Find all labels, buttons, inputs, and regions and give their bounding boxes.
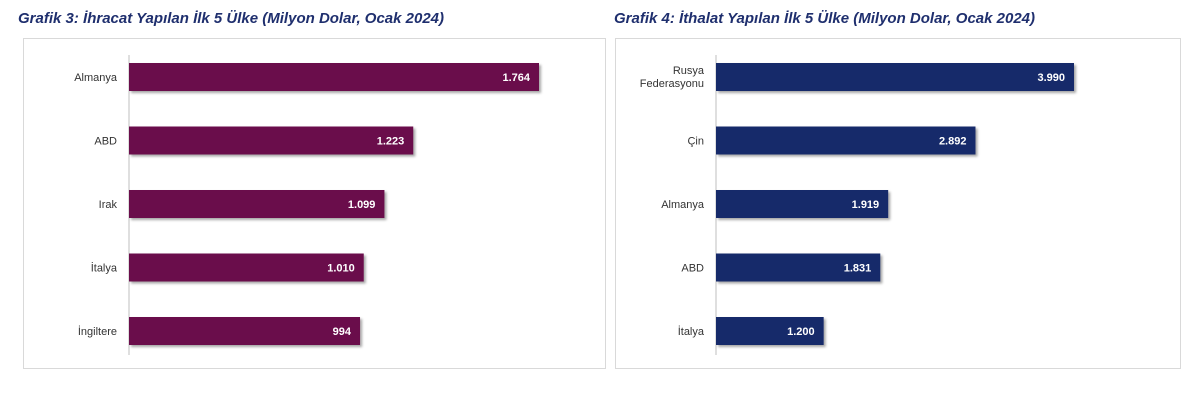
exports-bar-3 [129, 253, 364, 282]
exports-category-label-4: İngiltere [78, 325, 117, 338]
exports-value-label-1: 1.223 [377, 136, 405, 148]
imports-value-label-4: 1.200 [787, 326, 815, 338]
imports-value-label-1: 2.892 [939, 136, 967, 148]
imports-chart-panel: 3.990 Rusya Federasyonu 2.892 Çin 1.919 Almany… [615, 38, 1181, 369]
imports-bar-4 [716, 317, 824, 345]
imports-category-label-1: Çin [687, 136, 704, 148]
imports-value-label-3: 1.831 [844, 263, 872, 275]
imports-bar-0 [716, 63, 1074, 91]
chart-title-exports: Grafik 3: İhracat Yapılan İlk 5 Ülke (Mi… [18, 10, 445, 27]
imports-value-label-0: 3.990 [1037, 72, 1065, 84]
imports-bar-2 [716, 190, 889, 218]
exports-category-label-3: İtalya [91, 262, 118, 275]
exports-value-label-2: 1.099 [348, 199, 376, 211]
exports-category-label-1: ABD [94, 136, 117, 148]
exports-bar-1 [129, 126, 414, 155]
imports-bar-1 [716, 126, 976, 155]
imports-category-label-2: Almanya [661, 199, 705, 211]
exports-value-label-3: 1.010 [327, 263, 355, 275]
imports-bar-3 [716, 253, 881, 282]
imports-bar-chart: 3.990 Rusya Federasyonu 2.892 Çin 1.919 Almany… [640, 55, 1074, 355]
exports-category-label-2: Irak [99, 199, 118, 211]
exports-bar-0 [129, 63, 539, 91]
exports-value-label-0: 1.764 [502, 72, 530, 84]
exports-value-label-4: 994 [333, 326, 352, 338]
imports-category-label-3: ABD [681, 263, 704, 275]
exports-category-label-0: Almanya [74, 72, 118, 84]
exports-bar-2 [129, 190, 385, 218]
imports-category-label-0: Rusya Federasyonu [640, 65, 705, 90]
imports-value-label-2: 1.919 [852, 199, 880, 211]
exports-bar-chart: 1.764 Almanya 1.223 ABD 1.099 Irak 1.010 İtalya… [74, 55, 539, 355]
imports-category-label-4: İtalya [678, 325, 705, 338]
chart-title-imports: Grafik 4: İthalat Yapılan İlk 5 Ülke (Mi… [614, 10, 1035, 27]
exports-bar-4 [129, 317, 361, 345]
exports-chart-panel: 1.764 Almanya 1.223 ABD 1.099 Irak 1.010 İtalya… [23, 38, 606, 369]
